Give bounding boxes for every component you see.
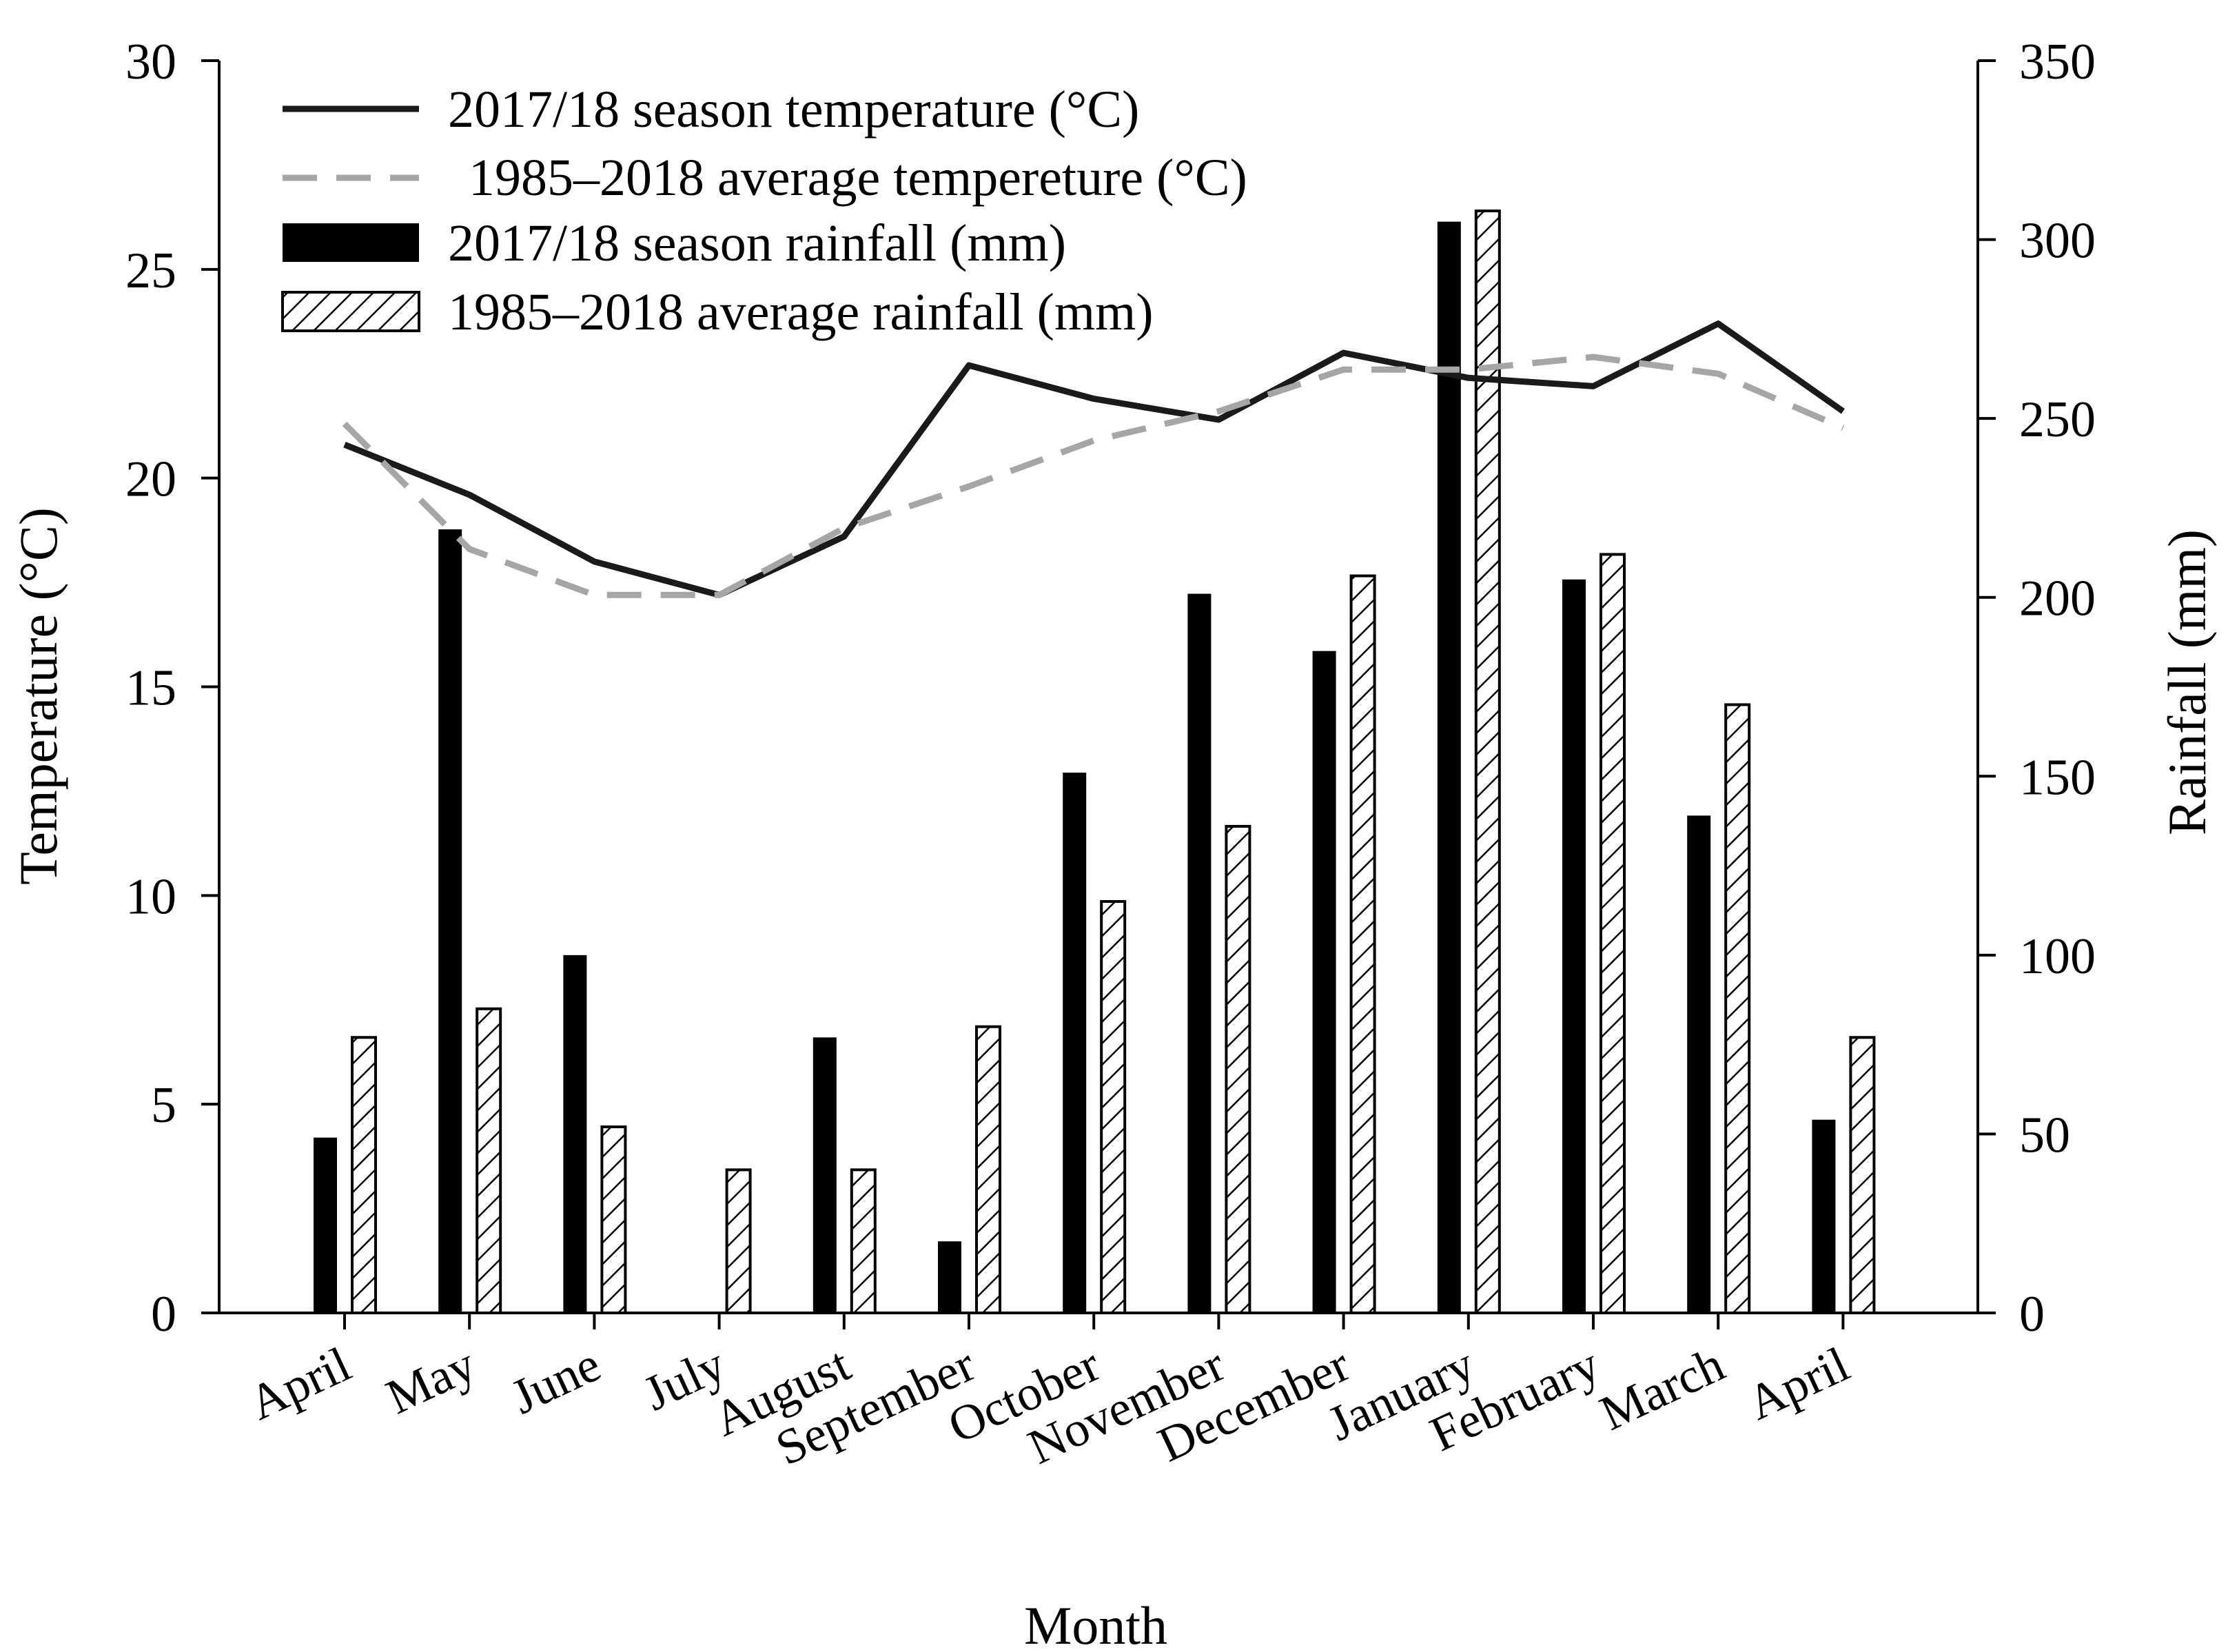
bar-average-rainfall [1849, 1036, 1876, 1314]
bar-average-rainfall [850, 1168, 877, 1315]
y-right-tick-label: 250 [2019, 391, 2096, 448]
legend-label-avg-temp: 1985–2018 average tempereture (°C) [469, 149, 1247, 207]
bar-season-rainfall [1187, 593, 1212, 1313]
y-right-tick-label: 150 [2019, 749, 2096, 806]
x-tick-label: March [1592, 1336, 1733, 1441]
x-tick-label: May [378, 1336, 484, 1425]
bar-season-rainfall [563, 955, 587, 1313]
bar-average-rainfall [975, 1025, 1001, 1314]
x-tick-label: April [241, 1336, 359, 1431]
bar-season-rainfall [1312, 651, 1336, 1313]
legend: 2017/18 season temperature (°C) 1985–201… [281, 81, 1247, 341]
y-left-tick-label: 5 [151, 1077, 176, 1134]
bar-season-rainfall [1562, 579, 1586, 1314]
bar-average-rainfall [1349, 574, 1376, 1315]
y-right-tick-label: 300 [2019, 213, 2096, 269]
legend-label-season-temp: 2017/18 season temperature (°C) [448, 81, 1139, 139]
y-axis-left-title: Temperature (°C) [8, 507, 68, 885]
y-right-tick-label: 50 [2019, 1107, 2070, 1163]
x-tick-label: June [503, 1336, 609, 1425]
bar-season-rainfall [1063, 773, 1087, 1313]
line-season-temperature [343, 320, 1845, 598]
legend-label-season-rain: 2017/18 season rainfall (mm) [448, 214, 1066, 272]
legend-label-avg-rain: 1985–2018 average rainfall (mm) [448, 283, 1154, 341]
bar-average-rainfall [1100, 899, 1127, 1314]
bar-season-rainfall [1812, 1119, 1836, 1313]
bar-average-rainfall [725, 1168, 752, 1315]
y-axis-right-title: Rainfall (mm) [2157, 529, 2217, 835]
bar-average-rainfall [1600, 553, 1626, 1314]
bar-season-rainfall [1687, 815, 1711, 1313]
line-layer [342, 320, 1845, 598]
y-left-tick-label: 25 [125, 243, 176, 299]
bar-average-rainfall [476, 1007, 502, 1314]
legend-swatch-season-rain [283, 223, 419, 262]
x-axis-title: Month [1024, 1595, 1167, 1649]
y-right-tick-label: 200 [2019, 571, 2096, 627]
y-left-tick-label: 15 [125, 660, 176, 717]
y-left-tick-label: 30 [125, 34, 176, 90]
y-right-tick-label: 0 [2019, 1286, 2045, 1343]
y-left-tick-label: 10 [125, 868, 176, 925]
y-left-tick-label: 20 [125, 451, 176, 508]
bar-season-rainfall [438, 529, 462, 1313]
legend-swatch-avg-rain [281, 291, 420, 332]
bar-season-rainfall [314, 1137, 337, 1313]
bar-average-rainfall [1225, 824, 1251, 1314]
bar-layer [314, 210, 1876, 1315]
bar-season-rainfall [1437, 221, 1461, 1314]
bar-season-rainfall [938, 1241, 961, 1313]
bar-average-rainfall [1724, 703, 1751, 1314]
y-right-tick-label: 100 [2019, 928, 2096, 985]
line-average-temperature [342, 354, 1845, 598]
y-right-tick-label: 350 [2019, 34, 2096, 90]
y-left-tick-label: 0 [151, 1286, 176, 1343]
bar-average-rainfall [351, 1036, 377, 1314]
bar-average-rainfall [600, 1125, 627, 1314]
x-tick-label: April [1739, 1336, 1858, 1431]
bar-season-rainfall [812, 1037, 837, 1313]
